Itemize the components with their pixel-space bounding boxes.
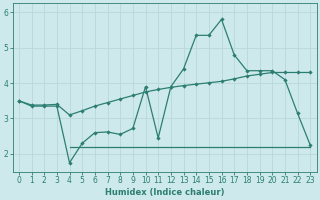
X-axis label: Humidex (Indice chaleur): Humidex (Indice chaleur) bbox=[105, 188, 224, 197]
